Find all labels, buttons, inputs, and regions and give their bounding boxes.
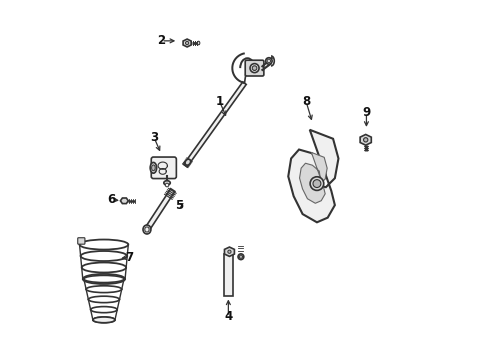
FancyBboxPatch shape — [78, 238, 85, 244]
FancyBboxPatch shape — [224, 253, 232, 296]
Polygon shape — [120, 198, 128, 204]
Ellipse shape — [165, 183, 168, 187]
Text: 2: 2 — [157, 34, 165, 48]
Ellipse shape — [363, 138, 367, 142]
Ellipse shape — [151, 165, 155, 171]
Ellipse shape — [312, 180, 320, 188]
FancyBboxPatch shape — [244, 60, 264, 76]
Polygon shape — [299, 152, 326, 203]
Polygon shape — [144, 189, 175, 231]
Text: 5: 5 — [175, 199, 183, 212]
Ellipse shape — [238, 254, 244, 260]
Polygon shape — [183, 39, 191, 47]
Text: 6: 6 — [107, 193, 116, 206]
Ellipse shape — [93, 317, 115, 323]
Ellipse shape — [142, 225, 151, 234]
Ellipse shape — [309, 177, 323, 190]
Ellipse shape — [252, 66, 256, 71]
Polygon shape — [183, 82, 246, 167]
Ellipse shape — [184, 159, 190, 165]
Ellipse shape — [144, 227, 149, 232]
Polygon shape — [359, 134, 370, 145]
Text: 1: 1 — [215, 95, 223, 108]
Polygon shape — [224, 247, 234, 256]
Text: 4: 4 — [224, 310, 232, 324]
Text: 7: 7 — [125, 251, 133, 264]
Ellipse shape — [227, 250, 230, 253]
FancyBboxPatch shape — [151, 157, 176, 179]
Ellipse shape — [163, 181, 170, 185]
Ellipse shape — [266, 59, 270, 63]
Text: 3: 3 — [150, 131, 158, 144]
Ellipse shape — [265, 58, 271, 64]
Ellipse shape — [185, 41, 188, 45]
Ellipse shape — [197, 41, 200, 45]
Text: 8: 8 — [302, 95, 310, 108]
Polygon shape — [287, 130, 338, 222]
Ellipse shape — [239, 255, 242, 258]
Text: 9: 9 — [362, 106, 370, 119]
Ellipse shape — [249, 64, 259, 73]
Ellipse shape — [150, 162, 156, 173]
